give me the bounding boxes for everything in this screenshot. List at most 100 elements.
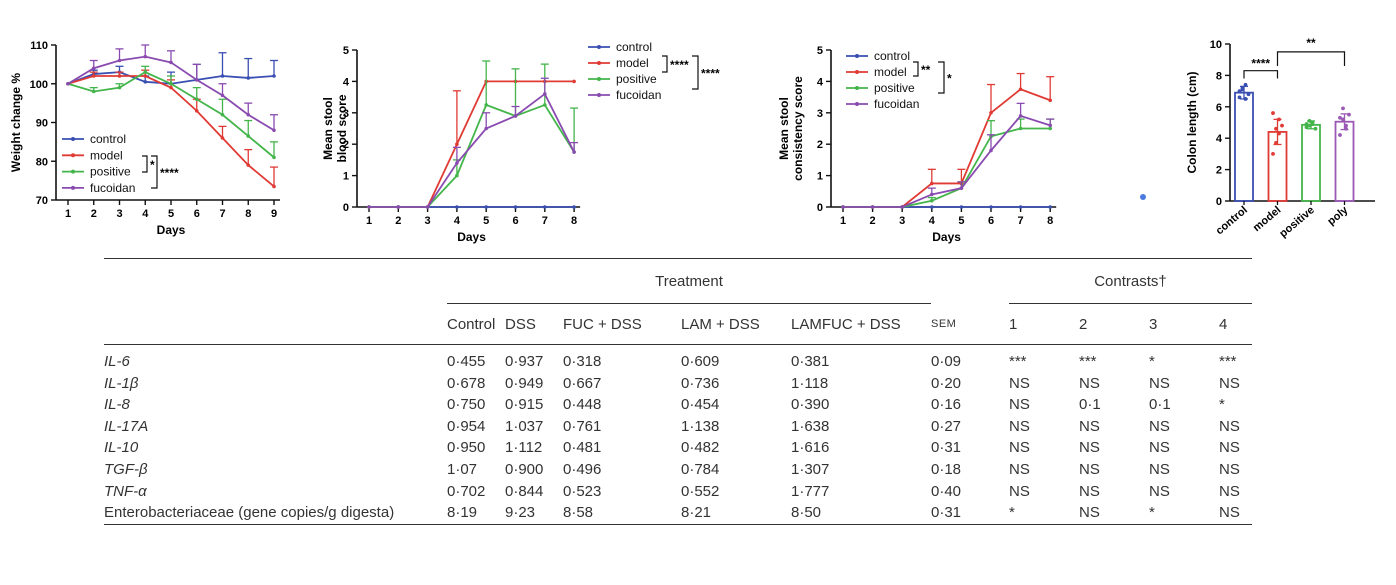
y-tick-label: 1 (817, 171, 823, 183)
legend-marker-control (71, 137, 75, 141)
table-cell: 0·18 (931, 460, 962, 478)
data-point-positive (143, 70, 148, 74)
sig-colon-2-label: ** (1306, 36, 1316, 50)
legend-label-model: model (616, 56, 649, 70)
y-axis-title: consistency score (791, 76, 805, 181)
table-cell: * (1149, 353, 1155, 370)
y-tick-label: 90 (36, 118, 48, 130)
x-tick-label: 5 (483, 215, 489, 227)
table-cell: 0·678 (447, 374, 486, 392)
data-point-positive (117, 85, 122, 90)
data-point-model (1048, 98, 1052, 103)
row-label: IL-10 (104, 439, 139, 457)
table-cell: 0·09 (931, 353, 962, 370)
data-point-fucoidan (425, 205, 430, 209)
data-point-positive (930, 198, 934, 203)
data-point-model (91, 74, 96, 78)
table-cell: NS (1219, 374, 1240, 392)
y-tick-label: 4 (817, 76, 824, 88)
table-row: Enterobacteriaceae (gene copies/g digest… (104, 502, 1252, 524)
data-point-positive (543, 103, 547, 107)
table-row: IL-6 0·455 0·937 0·318 0·609 0·381 0·09 *** *** *… (104, 345, 1252, 373)
table-cell: 8·58 (563, 504, 594, 522)
scatter-point-poly (1341, 117, 1345, 122)
data-point-model (194, 109, 199, 113)
scatter-point-control (1240, 87, 1245, 92)
scatter-point-positive (1310, 122, 1315, 126)
y-tick-label: 1 (343, 171, 349, 183)
data-point-model (220, 136, 225, 140)
data-point-control (484, 205, 488, 209)
scatter-point-poly (1338, 133, 1342, 137)
data-point-model (169, 85, 173, 90)
table-cell: NS (1149, 374, 1170, 392)
table-cell: 0·455 (447, 353, 486, 370)
y-tick-label: 4 (1216, 133, 1223, 145)
scatter-point-model (1274, 141, 1278, 145)
row-label: IL-8 (104, 396, 130, 414)
bar-control (1234, 91, 1254, 202)
table-cell: 0·1 (1079, 396, 1101, 414)
data-point-positive (246, 134, 251, 138)
scatter-point-poly (1341, 106, 1345, 111)
legend-marker-fucoidan (597, 93, 601, 97)
data-point-model (572, 79, 576, 84)
table-cell: 1·118 (791, 374, 829, 392)
sig-cons-1-label: ** (921, 63, 931, 77)
data-point-fucoidan (117, 58, 122, 63)
data-point-fucoidan (396, 205, 401, 209)
sig-cons-2-label: * (947, 72, 952, 86)
table-cell: 0·702 (447, 482, 486, 500)
table-cell: 0·1 (1149, 396, 1171, 414)
data-point-control (1048, 205, 1052, 209)
table-cell: NS (1149, 460, 1170, 478)
y-tick-label: 3 (343, 108, 349, 120)
data-point-positive (220, 112, 225, 117)
data-point-fucoidan (841, 205, 845, 209)
y-tick-label: 0 (1216, 196, 1222, 208)
data-point-model (246, 163, 251, 167)
data-point-fucoidan (484, 126, 488, 131)
table-row: IL-10 0·950 1·112 0·481 0·482 1·616 0·31 NS NS NS… (104, 437, 1252, 459)
contrasts-header: Contrasts† (1009, 258, 1252, 304)
table-cell: 0·552 (681, 482, 720, 500)
sig-blood-2-bracket (692, 55, 699, 90)
data-point-control (989, 205, 993, 209)
data-point-positive (1018, 126, 1023, 131)
sig-colon-1-bracket (1243, 70, 1279, 79)
table-cell: NS (1079, 439, 1100, 457)
data-point-positive (1048, 126, 1052, 131)
y-tick-label: 2 (817, 139, 823, 151)
y-axis-title: Colon length (cm) (1185, 72, 1199, 174)
table-cell: 0·31 (931, 504, 962, 522)
series-line-fucoidan (369, 92, 575, 208)
table-cell: 0·667 (563, 374, 602, 392)
legend-marker-model (597, 61, 601, 65)
data-point-fucoidan (143, 54, 148, 59)
column-header: Control (447, 315, 496, 333)
data-point-fucoidan (91, 66, 96, 71)
data-point-fucoidan (930, 192, 934, 197)
data-point-fucoidan (367, 205, 371, 209)
x-tick-label-poly: poly (1325, 204, 1351, 228)
legend-marker-positive (855, 86, 859, 90)
series-line-positive (843, 127, 1051, 208)
table-cell: *** (1009, 353, 1027, 370)
data-point-fucoidan (169, 60, 173, 65)
legend-marker-positive (597, 77, 601, 81)
sig-colon-2-bracket (1276, 51, 1346, 66)
table-row: TNF-α 0·702 0·844 0·523 0·552 1·777 0·40 NS NS NS… (104, 481, 1252, 503)
x-tick-label: 6 (512, 215, 518, 227)
table-cell: 0·784 (681, 460, 720, 478)
column-header: 3 (1149, 315, 1158, 333)
scatter-point-model (1277, 131, 1281, 136)
x-tick-label: 8 (571, 215, 577, 227)
table-cell: 0·390 (791, 396, 830, 414)
scatter-point-control (1237, 95, 1242, 100)
table-cell: *** (1079, 353, 1097, 370)
scatter-point-poly (1338, 115, 1342, 120)
table-cell: NS (1219, 439, 1240, 457)
table-cell: NS (1079, 504, 1100, 522)
y-tick-label: 80 (36, 156, 48, 168)
table-cell: NS (1009, 396, 1030, 414)
